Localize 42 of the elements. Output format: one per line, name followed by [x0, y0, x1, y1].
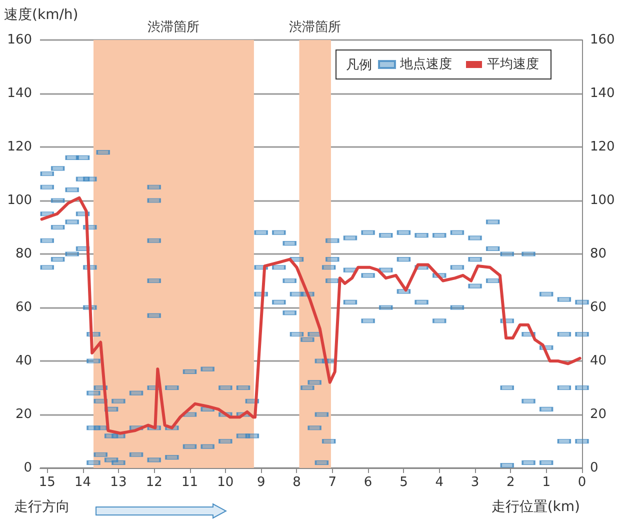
legend-label: 地点速度: [399, 56, 452, 72]
y2-tick-label: 140: [590, 86, 615, 101]
y-tick-label: 0: [24, 460, 32, 476]
x-tick-label: 3: [470, 475, 480, 490]
y-tick-label: 60: [15, 300, 32, 315]
x-tick-label: 2: [506, 475, 515, 490]
x-tick-label: 1: [542, 475, 550, 490]
x-tick-label: 6: [364, 475, 372, 490]
y2-tick-label: 60: [590, 300, 607, 315]
y2-tick-label: 0: [590, 460, 598, 476]
x-tick-label: 7: [328, 475, 337, 490]
y-tick-label: 140: [7, 86, 32, 101]
x-tick-label: 9: [256, 475, 266, 490]
text: 走行方向: [14, 499, 70, 515]
x-tick-label: 11: [181, 475, 198, 490]
x-tick-label: 4: [435, 475, 444, 490]
x-tick-label: 5: [400, 475, 408, 490]
x-tick-label: 8: [292, 475, 301, 490]
x-tick-label: 10: [217, 475, 234, 490]
y2-tick-label: 20: [590, 407, 607, 422]
y-tick-label: 160: [7, 32, 32, 48]
y-tick-label: 20: [15, 407, 32, 422]
x-tick-label: 15: [38, 475, 56, 490]
y2-tick-label: 80: [590, 246, 607, 262]
x-tick-label: 13: [110, 475, 127, 490]
y2-tick-label: 40: [590, 354, 607, 368]
x-tick-label: 0: [578, 475, 586, 490]
legend-title: 凡例: [346, 58, 372, 73]
y-tick-label: 100: [7, 193, 32, 208]
band-label: 渋滞箇所: [289, 20, 342, 35]
x-axis-title: 走行位置(km): [491, 499, 580, 515]
y2-tick-label: 120: [590, 140, 615, 154]
band-label: 渋滞箇所: [148, 20, 200, 35]
y2-tick-label: 100: [590, 193, 615, 208]
y-tick-label: 40: [15, 354, 32, 368]
x-tick-label: 12: [146, 475, 162, 490]
legend-label: 平均速度: [487, 56, 539, 72]
y-tick-label: 120: [7, 140, 32, 154]
y-tick-label: 80: [15, 246, 32, 262]
x-tick-label: 14: [74, 475, 92, 490]
y2-tick-label: 160: [590, 32, 615, 48]
y-axis-title: 速度(km/h): [4, 7, 78, 23]
